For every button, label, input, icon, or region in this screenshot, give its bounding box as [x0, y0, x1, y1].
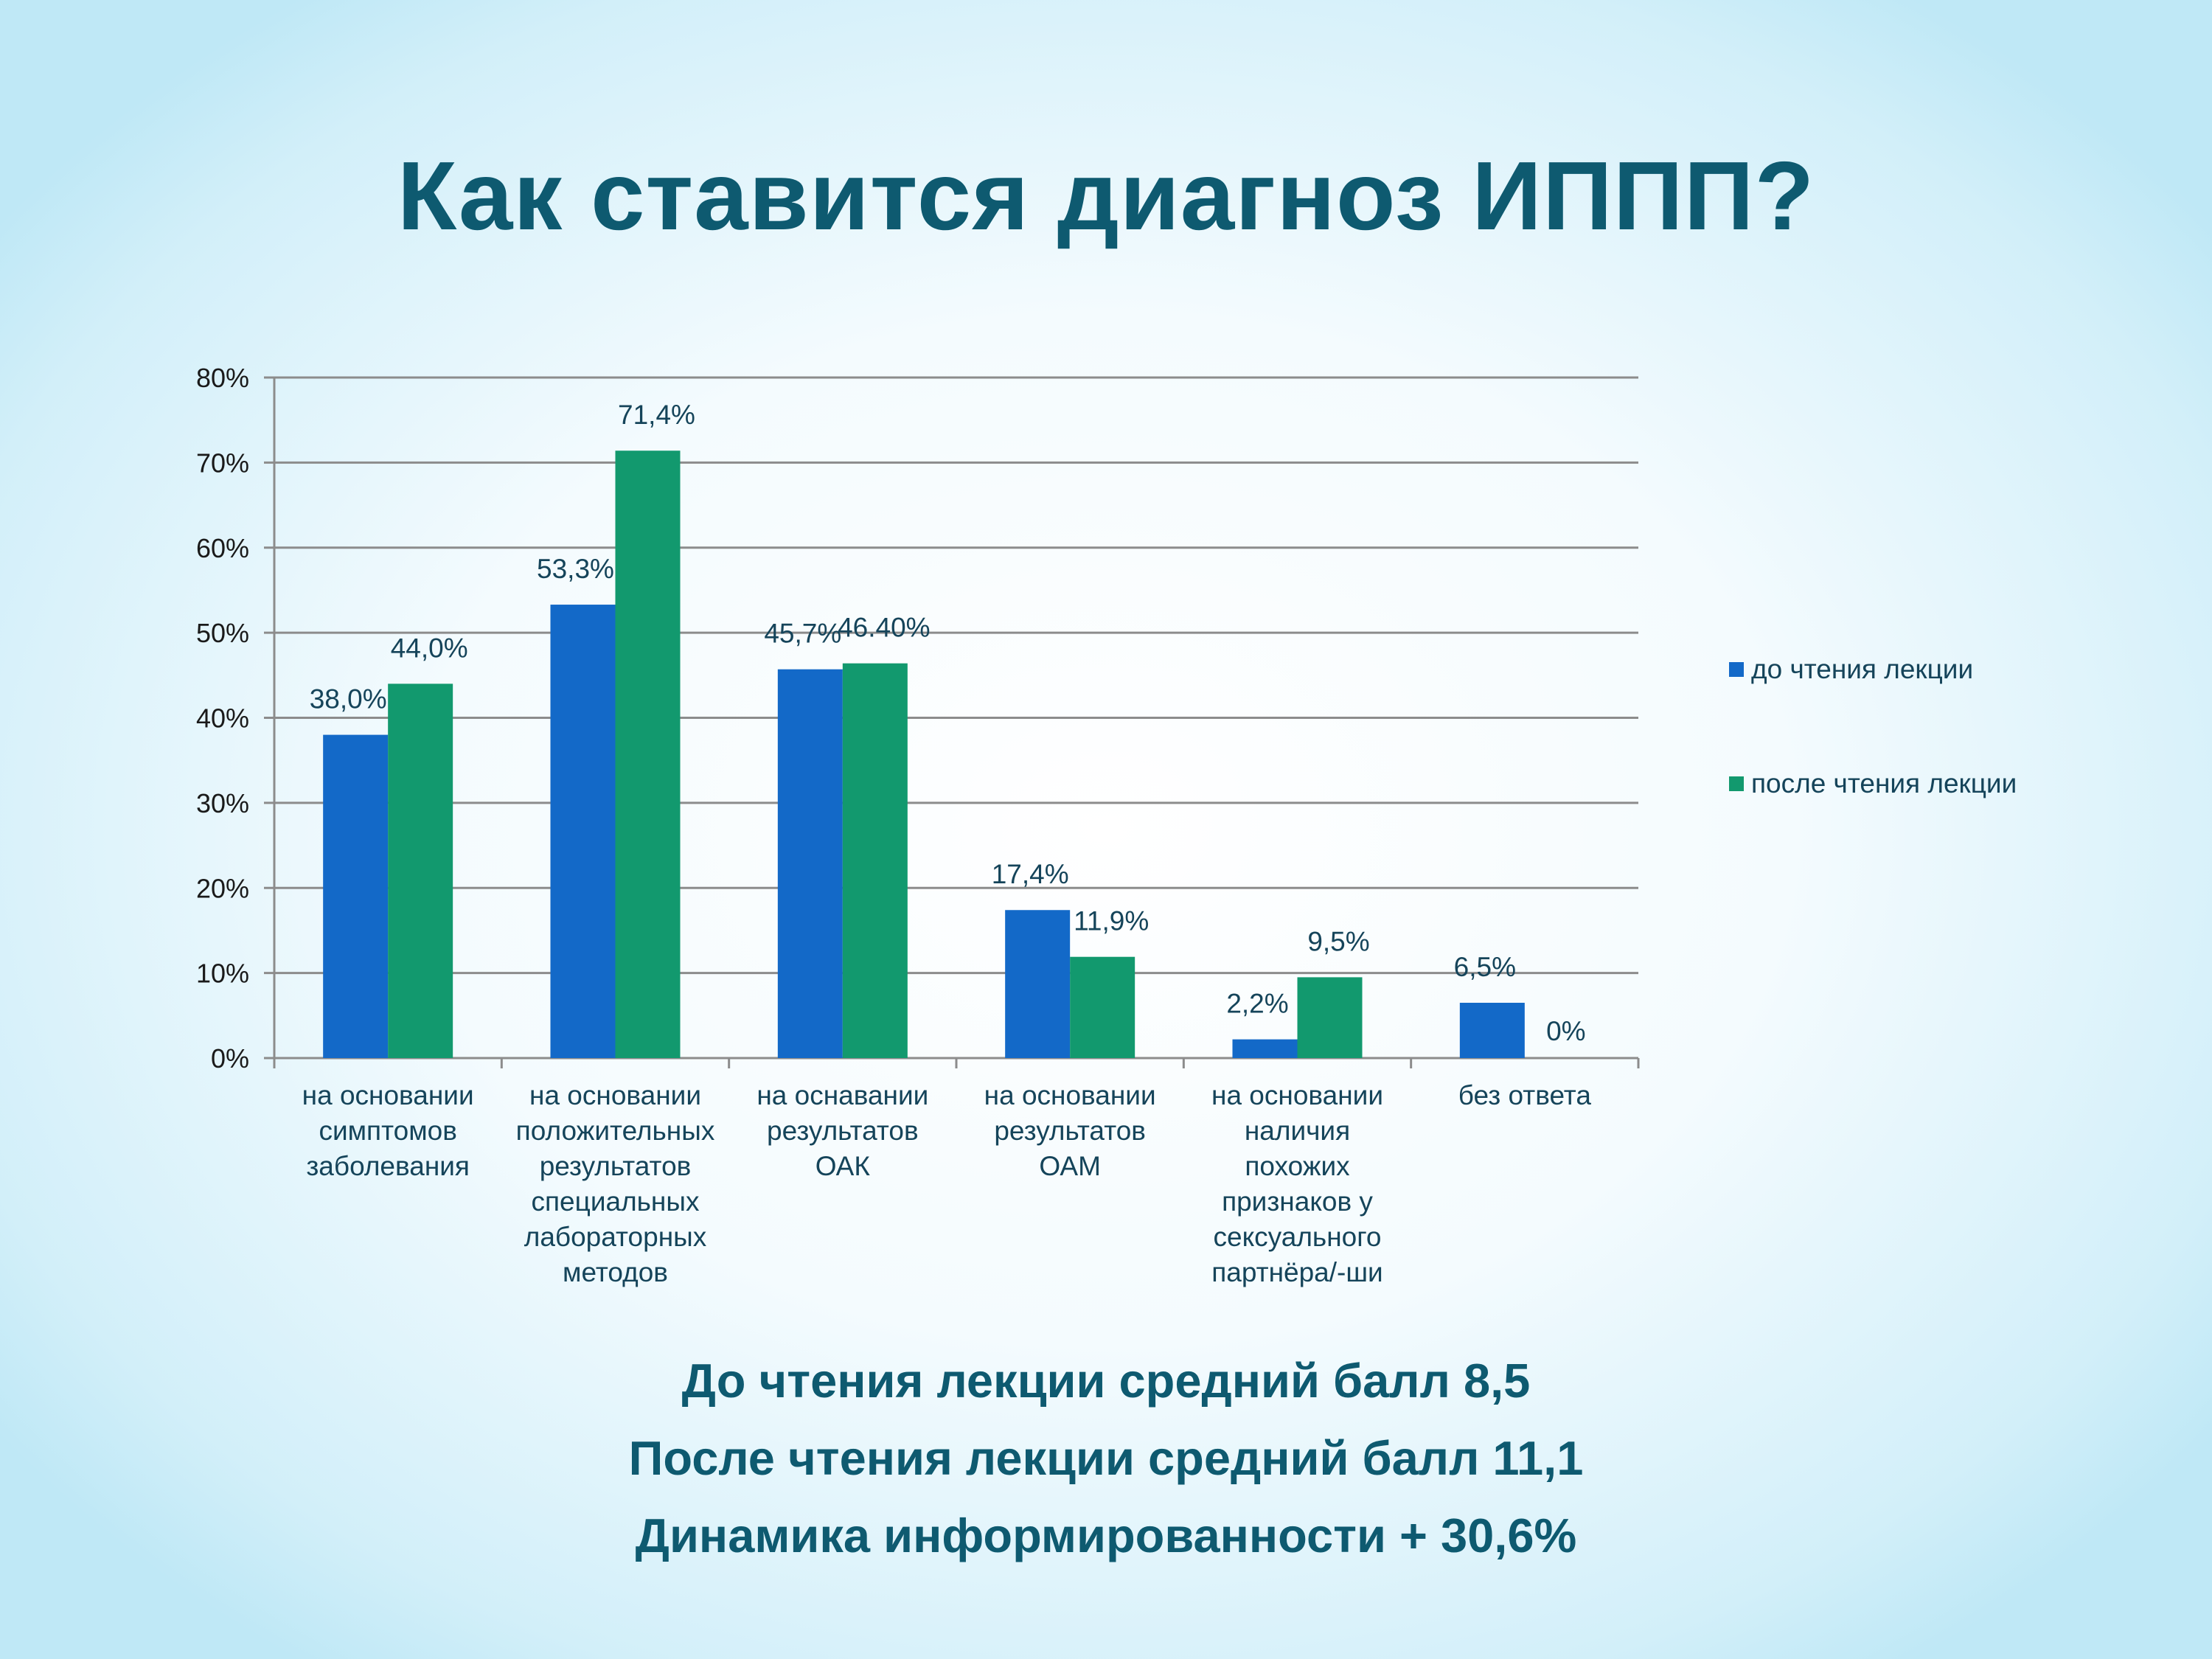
y-tick-label: 0%	[211, 1043, 249, 1074]
bar-before	[777, 669, 843, 1058]
x-category-label-line: заболевания	[306, 1151, 470, 1181]
legend-label: после чтения лекции	[1751, 768, 2017, 799]
x-category-label: без ответа	[1458, 1080, 1592, 1110]
x-category-label-line: похожих	[1245, 1151, 1350, 1181]
bar-after	[615, 451, 681, 1058]
x-category-label-line: методов	[563, 1257, 668, 1287]
x-category-label-line: результатов	[767, 1116, 919, 1146]
summary-before: До чтения лекции средний балл 8,5	[681, 1354, 1531, 1408]
x-category-label: на основании положительных результатов спец…	[516, 1080, 715, 1287]
y-tick-label: 30%	[196, 788, 249, 818]
legend-swatch	[1729, 776, 1744, 791]
bar-before	[323, 734, 389, 1058]
bar-before	[1005, 910, 1071, 1058]
x-category-label-line: ОАМ	[1039, 1151, 1100, 1181]
x-category-label-line: на основании	[529, 1080, 701, 1110]
data-label: 38,0%	[310, 684, 387, 714]
data-label: 6,5%	[1454, 952, 1516, 982]
x-category-label-line: положительных	[516, 1116, 715, 1146]
summary-dynamics: Динамика информированности + 30,6%	[635, 1509, 1577, 1562]
x-category-label-line: на оснавании	[757, 1080, 928, 1110]
data-label: 2,2%	[1226, 989, 1288, 1019]
x-category-label-line: специальных	[532, 1186, 700, 1217]
x-category-label-line: результатов	[994, 1116, 1146, 1146]
x-category-label-line: ОАК	[815, 1151, 871, 1181]
x-category-label: на основании симптомов заболевания	[302, 1080, 474, 1181]
x-category-label-line: результатов	[540, 1151, 692, 1181]
bar-after	[388, 684, 453, 1058]
slide-title: Как ставится диагноз ИППП?	[397, 142, 1815, 250]
data-label: 46.40%	[838, 613, 931, 643]
bar-after	[842, 663, 908, 1058]
bar-before	[550, 605, 616, 1058]
x-category-label-line: симптомов	[319, 1116, 456, 1146]
summary-after: После чтения лекции средний балл 11,1	[628, 1431, 1584, 1485]
bar-before	[1459, 1003, 1525, 1058]
x-category-label-line: без ответа	[1458, 1080, 1592, 1110]
x-category-label: на основании наличия похожих признаков у сек…	[1211, 1080, 1383, 1287]
bar-before	[1232, 1039, 1298, 1058]
data-label: 71,4%	[618, 400, 695, 430]
x-category-label-line: лабораторных	[524, 1222, 707, 1252]
y-tick-label: 70%	[196, 448, 249, 478]
x-category-label-line: на основании	[302, 1080, 474, 1110]
x-category-label-line: признаков у	[1222, 1186, 1373, 1217]
data-label: 53,3%	[537, 554, 614, 584]
y-tick-label: 20%	[196, 873, 249, 903]
x-category-label: на основании результатов ОАМ	[984, 1080, 1156, 1181]
x-category-label-line: на основании	[984, 1080, 1156, 1110]
legend-label: до чтения лекции	[1751, 654, 1973, 684]
x-category-label-line: наличия	[1245, 1116, 1350, 1146]
data-label: 45,7%	[764, 619, 841, 649]
data-label: 11,9%	[1074, 906, 1149, 936]
data-label: 17,4%	[992, 859, 1069, 889]
x-category-label-line: сексуального	[1214, 1222, 1382, 1252]
y-tick-label: 80%	[196, 363, 249, 393]
y-tick-label: 50%	[196, 618, 249, 648]
bar-after	[1297, 977, 1363, 1058]
data-label: 44,0%	[391, 633, 468, 663]
legend-swatch	[1729, 662, 1744, 677]
y-tick-label: 10%	[196, 959, 249, 989]
data-label: 0%	[1546, 1016, 1585, 1046]
x-category-label-line: партнёра/-ши	[1211, 1257, 1382, 1287]
x-category-label-line: на основании	[1211, 1080, 1383, 1110]
x-category-label: на оснавании результатов ОАК	[757, 1080, 928, 1181]
bar-after	[1070, 956, 1135, 1058]
y-tick-label: 40%	[196, 703, 249, 734]
data-label: 9,5%	[1307, 926, 1369, 956]
y-tick-label: 60%	[196, 533, 249, 563]
